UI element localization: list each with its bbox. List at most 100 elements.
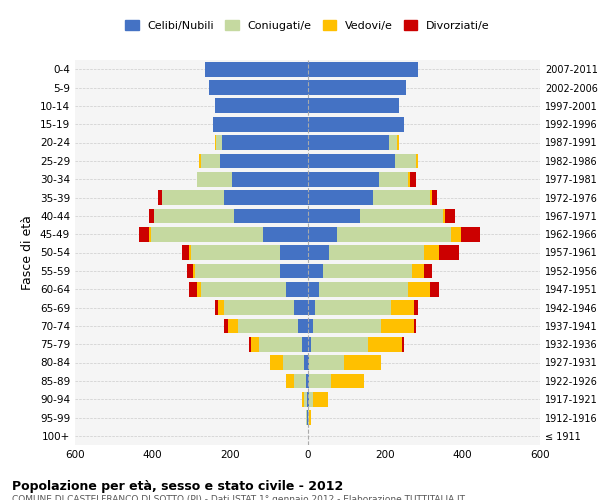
Bar — [379, 172, 408, 186]
Bar — [308, 337, 311, 351]
Bar — [319, 282, 408, 296]
Bar — [461, 227, 480, 242]
Bar — [151, 227, 263, 242]
Bar — [443, 208, 445, 223]
Bar — [308, 300, 315, 315]
Bar — [308, 374, 310, 388]
Bar — [311, 337, 368, 351]
Bar — [403, 337, 404, 351]
Bar — [304, 392, 307, 406]
Bar — [195, 264, 280, 278]
Bar — [414, 300, 418, 315]
Bar — [313, 318, 381, 333]
Bar — [154, 208, 234, 223]
Bar — [307, 392, 308, 406]
Bar — [294, 374, 305, 388]
Bar — [280, 245, 308, 260]
Bar — [280, 264, 308, 278]
Legend: Celibi/Nubili, Coniugati/e, Vedovi/e, Divorziati/e: Celibi/Nubili, Coniugati/e, Vedovi/e, Di… — [121, 16, 494, 35]
Bar — [224, 318, 228, 333]
Bar — [439, 245, 458, 260]
Bar — [430, 282, 439, 296]
Bar — [389, 135, 397, 150]
Bar — [308, 392, 313, 406]
Bar — [158, 190, 162, 205]
Bar — [308, 117, 404, 132]
Bar — [197, 282, 201, 296]
Bar — [190, 282, 197, 296]
Bar — [381, 318, 414, 333]
Bar — [308, 227, 337, 242]
Bar — [308, 318, 313, 333]
Bar — [201, 282, 286, 296]
Bar — [451, 227, 461, 242]
Bar — [217, 135, 222, 150]
Bar — [313, 392, 328, 406]
Bar — [410, 172, 416, 186]
Bar — [412, 264, 424, 278]
Bar — [308, 410, 311, 425]
Bar — [308, 245, 329, 260]
Bar — [308, 355, 310, 370]
Bar — [430, 190, 431, 205]
Bar — [323, 264, 412, 278]
Bar — [286, 282, 308, 296]
Bar — [220, 154, 308, 168]
Bar — [259, 337, 302, 351]
Bar — [205, 62, 308, 76]
Bar — [298, 318, 308, 333]
Bar — [191, 245, 280, 260]
Bar — [308, 80, 406, 95]
Bar — [139, 227, 149, 242]
Bar — [224, 190, 308, 205]
Bar — [337, 227, 451, 242]
Bar — [308, 154, 395, 168]
Bar — [149, 227, 151, 242]
Y-axis label: Fasce di età: Fasce di età — [22, 215, 34, 290]
Bar — [308, 264, 323, 278]
Bar — [234, 208, 308, 223]
Text: COMUNE DI CASTELFRANCO DI SOTTO (PI) - Dati ISTAT 1° gennaio 2012 - Elaborazione: COMUNE DI CASTELFRANCO DI SOTTO (PI) - D… — [12, 495, 465, 500]
Bar — [308, 282, 319, 296]
Bar — [162, 190, 224, 205]
Bar — [368, 337, 403, 351]
Bar — [215, 135, 217, 150]
Bar — [310, 355, 344, 370]
Bar — [308, 172, 379, 186]
Bar — [329, 245, 424, 260]
Bar — [308, 208, 360, 223]
Bar — [408, 172, 410, 186]
Bar — [310, 374, 331, 388]
Bar — [395, 154, 416, 168]
Text: Popolazione per età, sesso e stato civile - 2012: Popolazione per età, sesso e stato civil… — [12, 480, 343, 493]
Bar — [224, 300, 294, 315]
Bar — [149, 208, 154, 223]
Bar — [416, 154, 418, 168]
Bar — [263, 227, 308, 242]
Bar — [431, 190, 437, 205]
Bar — [232, 172, 308, 186]
Bar — [250, 337, 251, 351]
Bar — [373, 190, 430, 205]
Bar — [212, 117, 308, 132]
Bar — [190, 245, 191, 260]
Bar — [306, 410, 307, 425]
Bar — [286, 374, 294, 388]
Bar — [201, 154, 220, 168]
Bar — [331, 374, 364, 388]
Bar — [283, 355, 304, 370]
Bar — [222, 135, 308, 150]
Bar — [360, 208, 443, 223]
Bar — [197, 172, 232, 186]
Bar — [209, 80, 308, 95]
Bar — [308, 62, 418, 76]
Bar — [304, 355, 308, 370]
Bar — [408, 282, 430, 296]
Bar — [187, 264, 193, 278]
Bar — [199, 154, 201, 168]
Bar — [215, 300, 218, 315]
Bar — [344, 355, 381, 370]
Bar — [445, 208, 455, 223]
Bar — [269, 355, 283, 370]
Bar — [308, 98, 398, 113]
